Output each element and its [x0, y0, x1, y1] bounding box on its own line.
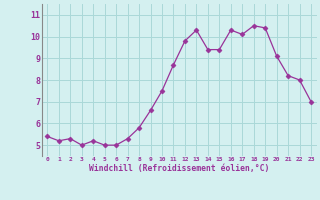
X-axis label: Windchill (Refroidissement éolien,°C): Windchill (Refroidissement éolien,°C): [89, 164, 269, 173]
